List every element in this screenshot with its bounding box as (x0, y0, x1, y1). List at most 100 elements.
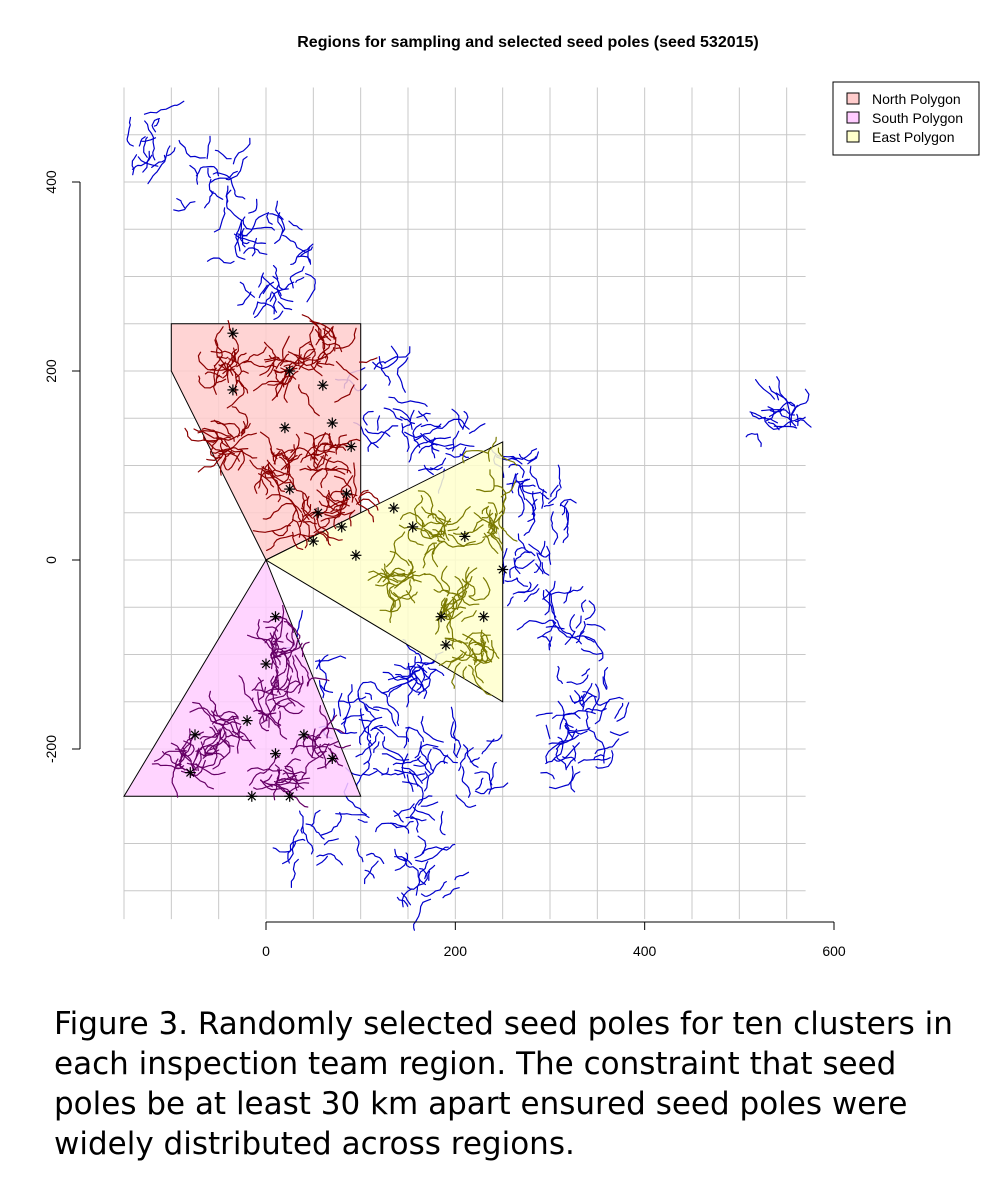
pole-line (318, 326, 333, 341)
pole-line (549, 592, 560, 626)
pole-line (197, 453, 225, 473)
pole-line (138, 136, 146, 147)
seed-pole (312, 507, 324, 519)
pole-line (141, 137, 157, 142)
pole-line (236, 346, 267, 368)
pole-line (498, 516, 505, 530)
pole-line (316, 489, 350, 507)
pole-line (261, 466, 286, 477)
pole-line (399, 416, 415, 425)
pole-line (291, 628, 295, 647)
pole-line (335, 438, 361, 452)
pole-line (394, 848, 407, 862)
pole-line (401, 766, 423, 784)
pole-line (542, 635, 552, 647)
pole-line (270, 685, 279, 695)
pole-line (340, 475, 354, 498)
pole-line (312, 737, 328, 748)
pole-line (373, 706, 397, 727)
pole-line (518, 453, 537, 462)
pole-line (483, 532, 499, 554)
pole-line (206, 135, 211, 160)
pole-line (538, 553, 551, 558)
pole-line (318, 680, 325, 699)
pole-line (405, 816, 419, 833)
pole-line (581, 693, 585, 711)
pole-line (603, 667, 609, 690)
pole-line (489, 516, 494, 534)
legend-swatch (846, 92, 860, 105)
pole-line (408, 444, 419, 463)
pole-line (556, 665, 563, 684)
pole-line (456, 567, 478, 600)
chart-title: Regions for sampling and selected seed p… (297, 34, 759, 51)
pole-line (545, 724, 551, 740)
pole-line (354, 498, 375, 523)
pole-line (353, 462, 357, 499)
pole-line (305, 273, 316, 303)
pole-line (355, 731, 379, 758)
pole-line (178, 139, 206, 159)
pole-line (386, 581, 389, 595)
pole-line (462, 666, 467, 680)
pole-line (546, 545, 552, 565)
pole-line (270, 675, 281, 695)
pole-line (586, 623, 606, 631)
pole-line (257, 677, 264, 693)
pole-line (406, 774, 414, 792)
pole-line (386, 531, 406, 568)
pole-line (260, 779, 273, 788)
pole-line (486, 531, 503, 552)
pole-line (420, 423, 441, 428)
pole-line (320, 456, 349, 474)
pole-line (487, 436, 497, 462)
seed-pole (407, 521, 419, 533)
pole-line (290, 744, 317, 750)
pole-line (219, 718, 235, 734)
pole-line (226, 352, 247, 383)
legend-label: North Polygon (872, 91, 961, 107)
pole-line (497, 447, 518, 467)
pole-line (282, 234, 307, 254)
pole-line (423, 435, 453, 447)
pole-line (242, 212, 269, 237)
pole-line (453, 524, 484, 535)
pole-line (217, 447, 249, 457)
pole-line (580, 599, 587, 613)
pole-line (290, 447, 315, 460)
pole-line (445, 446, 467, 458)
pole-line (212, 718, 225, 725)
seed-pole (298, 729, 310, 741)
pole-line (314, 749, 324, 759)
pole-line (408, 770, 419, 787)
pole-line (202, 746, 225, 758)
pole-line (204, 371, 223, 378)
pole-line (213, 207, 226, 233)
pole-line (273, 697, 305, 712)
pole-line (317, 362, 335, 366)
pole-line (500, 480, 516, 498)
pole-line (431, 437, 436, 459)
pole-line (562, 509, 569, 544)
pole-line (214, 706, 238, 721)
pole-line (543, 503, 554, 507)
pole-line (314, 329, 328, 357)
pole-line (745, 432, 758, 438)
pole-line (298, 348, 316, 370)
pole-line (549, 586, 584, 596)
pole-line (574, 690, 584, 708)
pole-line (204, 191, 214, 209)
seed-pole (388, 502, 400, 514)
pole-line (212, 449, 223, 454)
pole-line (238, 675, 254, 703)
pole-line (447, 506, 471, 526)
pole-line (258, 272, 264, 288)
pole-line (440, 597, 448, 611)
pole-line (359, 708, 372, 738)
pole-line (312, 321, 323, 341)
pole-network (126, 100, 812, 931)
pole-line (420, 520, 439, 540)
pole-line (421, 771, 428, 782)
pole-line (442, 887, 460, 899)
pole-line (387, 591, 395, 623)
